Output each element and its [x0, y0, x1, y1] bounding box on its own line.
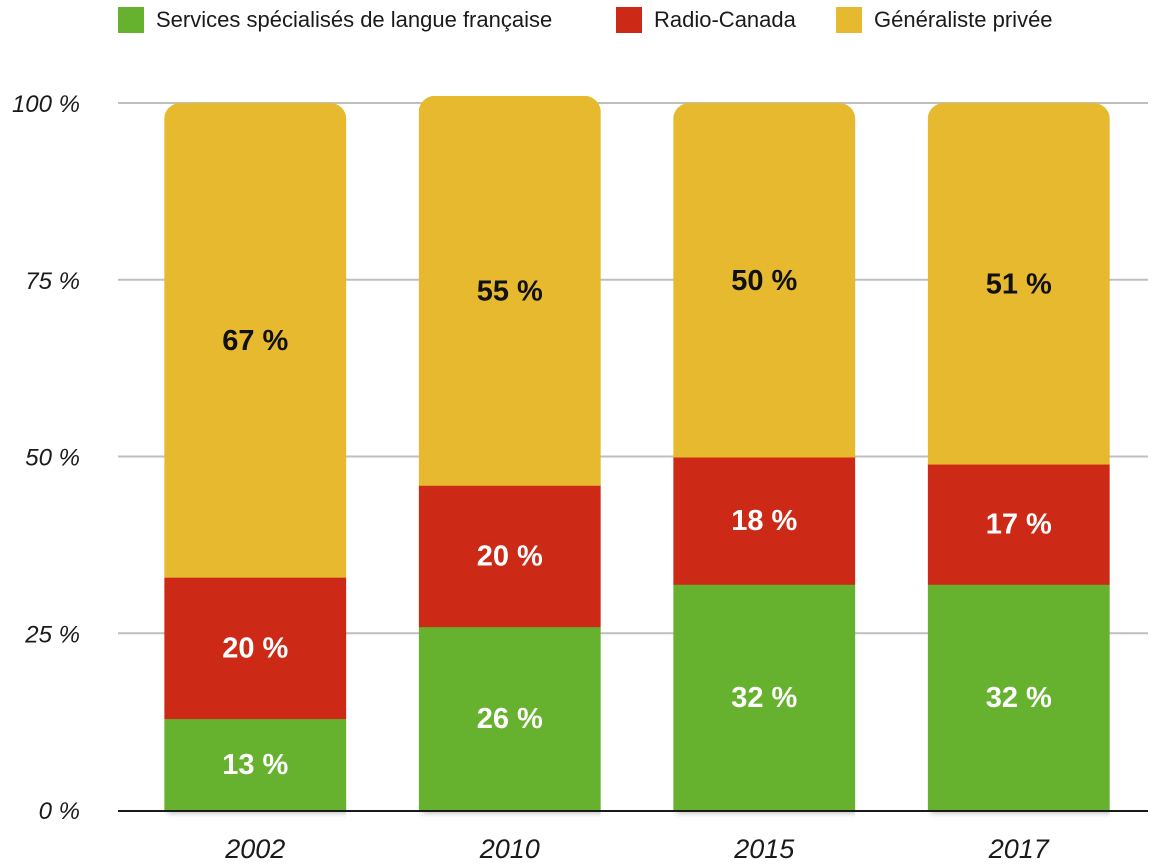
data-label-2002-0: 13 % — [222, 749, 288, 781]
data-label-2017-0: 32 % — [986, 682, 1052, 714]
bar-segment-2015-2 — [673, 103, 856, 458]
bar-segment-2010-1 — [418, 484, 601, 628]
legend-item-radio-canada: Radio-Canada — [616, 6, 796, 34]
bar-segment-2002-2 — [164, 103, 347, 578]
y-axis: 0 % 25 % 50 % 75 % 100 % — [12, 91, 80, 825]
x-axis: 2002 2010 2015 2017 — [118, 810, 1148, 864]
x-tick-label-2017: 2017 — [988, 834, 1050, 864]
bar-2017: 32 % 17 % 51 % — [927, 103, 1110, 810]
y-tick-label-75: 75 % — [25, 268, 80, 295]
chart-legend: Services spécialisés de langue française… — [0, 0, 1153, 40]
y-tick-label-100: 100 % — [12, 91, 80, 118]
legend-label-specialises: Services spécialisés de langue française — [156, 7, 553, 32]
x-tick-label-2015: 2015 — [733, 834, 795, 864]
bar-2010: 26 % 20 % 55 % — [418, 95, 601, 810]
data-label-2017-2: 51 % — [986, 268, 1052, 300]
bar-segment-2002-0 — [164, 718, 347, 810]
bar-segments-2015 — [673, 103, 856, 810]
bar-segment-2010-2 — [418, 95, 601, 486]
legend-item-specialises: Services spécialisés de langue française — [118, 6, 552, 34]
bar-segments-2017 — [927, 103, 1110, 810]
bar-segment-2017-0 — [927, 583, 1110, 810]
y-tick-label-0: 0 % — [39, 798, 80, 825]
legend-label-generaliste: Généraliste privée — [874, 7, 1053, 32]
bar-segment-2015-0 — [673, 583, 856, 810]
legend-swatch-radio-canada — [616, 7, 642, 33]
bar-2015: 32 % 18 % 50 % — [673, 103, 856, 810]
bar-segments-2002 — [164, 103, 347, 810]
data-label-2010-1: 20 % — [477, 540, 543, 572]
bar-segment-2017-1 — [927, 463, 1110, 585]
x-tick-label-2010: 2010 — [479, 834, 540, 864]
data-label-2010-2: 55 % — [477, 275, 543, 307]
data-label-2010-0: 26 % — [477, 703, 543, 735]
legend-swatch-specialises — [118, 7, 144, 33]
legend-item-generaliste: Généraliste privée — [836, 6, 1053, 34]
bar-segment-2015-1 — [673, 456, 856, 585]
data-label-2017-1: 17 % — [986, 509, 1052, 541]
data-label-2015-2: 50 % — [731, 265, 797, 297]
bar-segments-2010 — [418, 95, 601, 810]
bar-2002: 13 % 20 % 67 % — [164, 103, 347, 810]
legend-swatch-generaliste — [836, 7, 862, 33]
x-tick-label-2002: 2002 — [224, 834, 285, 864]
data-label-2015-1: 18 % — [731, 505, 797, 537]
data-label-2002-1: 20 % — [222, 632, 288, 664]
data-label-2015-0: 32 % — [731, 682, 797, 714]
data-label-2002-2: 67 % — [222, 325, 288, 357]
bar-segment-2002-1 — [164, 576, 347, 720]
bar-segment-2010-0 — [418, 626, 601, 810]
y-tick-label-25: 25 % — [24, 621, 80, 648]
bar-segment-2017-2 — [927, 103, 1110, 465]
y-tick-label-50: 50 % — [25, 445, 80, 472]
bars: 13 %20 %67 %26 %20 %55 %32 %18 %50 %32 %… — [164, 95, 1110, 810]
legend-label-radio-canada: Radio-Canada — [654, 7, 796, 32]
